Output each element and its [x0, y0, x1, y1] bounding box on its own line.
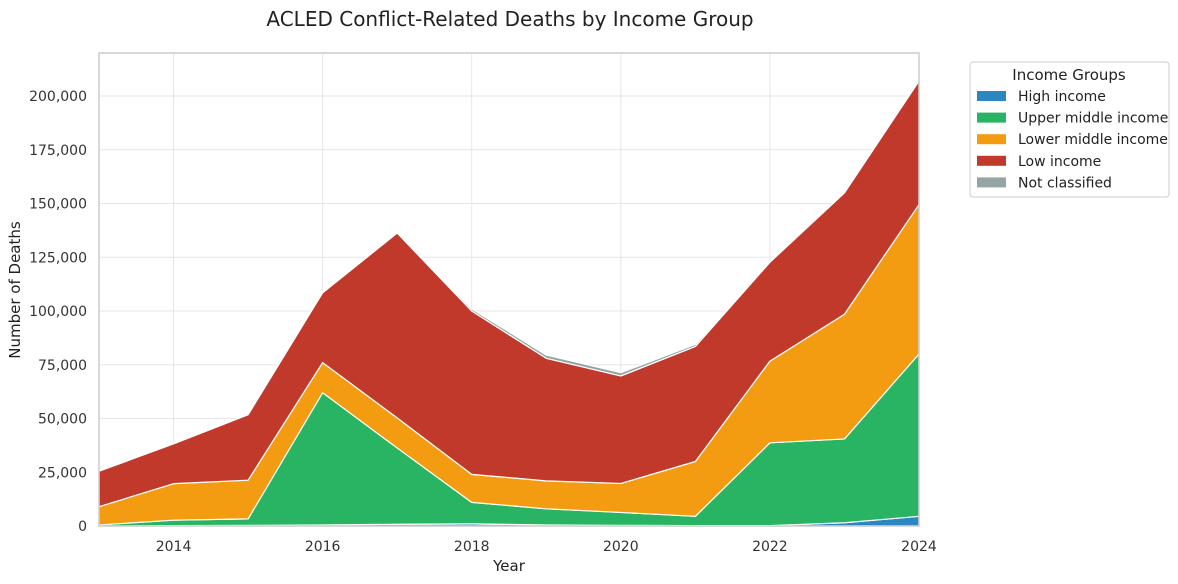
legend-title: Income Groups: [1012, 66, 1126, 84]
x-axis-title: Year: [492, 557, 526, 575]
y-tick-label: 0: [78, 519, 87, 535]
legend-label-high-income: High income: [1018, 89, 1106, 105]
x-tick-label: 2020: [603, 539, 639, 555]
y-axis-ticks: 0 25,000 50,000 75,000 100,000 125,000 150,000…: [29, 89, 87, 535]
legend-swatch-upper-middle-income: [977, 112, 1006, 123]
y-tick-label: 175,000: [29, 143, 87, 159]
y-tick-label: 25,000: [38, 465, 87, 481]
y-tick-label: 50,000: [38, 412, 87, 428]
legend-box: [969, 61, 1170, 198]
y-tick-label: 150,000: [29, 197, 87, 213]
legend-label-upper-middle-income: Upper middle income: [1018, 111, 1168, 127]
stacked-areas: [98, 80, 920, 527]
legend: Income Groups High income Upper middle in…: [969, 61, 1170, 198]
x-tick-label: 2024: [901, 539, 937, 555]
x-tick-label: 2016: [305, 539, 341, 555]
y-tick-label: 125,000: [29, 250, 87, 266]
y-tick-label: 200,000: [29, 89, 87, 105]
x-tick-label: 2014: [156, 539, 192, 555]
chart-title: ACLED Conflict-Related Deaths by Income …: [266, 7, 753, 31]
y-axis-title: Number of Deaths: [6, 221, 24, 359]
legend-label-low-income: Low income: [1018, 154, 1101, 170]
plot-border: [98, 52, 920, 527]
legend-label-not-classified: Not classified: [1018, 175, 1112, 191]
legend-swatch-high-income: [977, 91, 1006, 101]
legend-items: High income Upper middle income Lower midd…: [977, 89, 1168, 191]
legend-label-lower-middle-income: Lower middle income: [1018, 132, 1168, 148]
x-axis-ticks: 2014 2016 2018 2020 2022 2024: [156, 539, 937, 555]
legend-swatch-not-classified: [977, 177, 1006, 188]
y-tick-label: 75,000: [38, 358, 87, 374]
x-tick-label: 2018: [454, 539, 490, 555]
plot-frame: [98, 52, 920, 527]
x-tick-label: 2022: [752, 539, 788, 555]
y-tick-label: 100,000: [29, 304, 87, 320]
legend-swatch-lower-middle-income: [977, 134, 1006, 145]
legend-swatch-low-income: [977, 155, 1006, 166]
